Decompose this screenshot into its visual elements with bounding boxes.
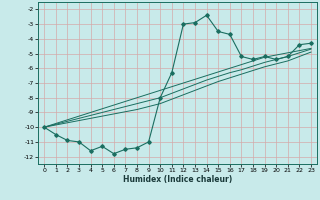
X-axis label: Humidex (Indice chaleur): Humidex (Indice chaleur) xyxy=(123,175,232,184)
